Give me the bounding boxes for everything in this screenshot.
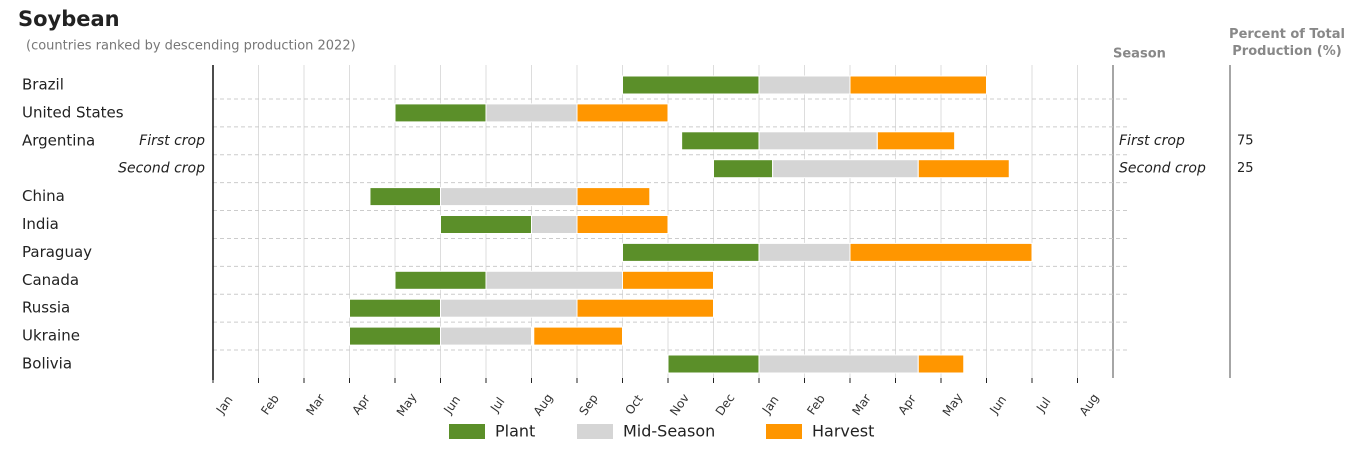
phase-bar xyxy=(622,242,760,262)
x-tick-label: Nov xyxy=(667,391,692,418)
phase-bar xyxy=(876,131,956,151)
phase-bar xyxy=(440,326,532,346)
phase-bar xyxy=(681,131,760,151)
phase-bar xyxy=(622,75,760,95)
phase-bar xyxy=(485,103,578,123)
phase-bar xyxy=(440,298,578,318)
phase-bar xyxy=(758,354,919,374)
phase-bar xyxy=(440,187,578,207)
chart-title: Soybean xyxy=(18,7,120,31)
percent-header: Percent of Total Production (%) xyxy=(1229,27,1345,59)
phase-bar xyxy=(576,215,669,234)
percent-cell: 75 xyxy=(1237,133,1254,148)
row-label: Canada xyxy=(22,271,79,289)
row-label: Paraguay xyxy=(22,243,92,261)
phase-bar xyxy=(485,270,623,290)
row-label: Russia xyxy=(22,299,70,317)
phase-bar xyxy=(849,75,987,95)
phase-bar xyxy=(772,159,919,179)
phase-bar xyxy=(917,354,965,374)
phase-bar xyxy=(849,242,1033,262)
x-tick-label: Aug xyxy=(531,391,556,418)
legend-swatch xyxy=(766,424,802,439)
phase-bar xyxy=(394,270,487,290)
phase-bar xyxy=(394,103,487,123)
row-label: Argentina xyxy=(22,131,95,149)
phase-bar xyxy=(576,103,669,123)
phase-bar xyxy=(369,187,442,207)
crop-label: Second crop xyxy=(118,161,205,177)
legend-swatch xyxy=(449,424,485,439)
x-tick-label: Jun xyxy=(440,393,463,417)
x-tick-label: Apr xyxy=(895,392,918,417)
legend-label: Harvest xyxy=(812,422,874,441)
legend-label: Mid-Season xyxy=(623,422,715,441)
x-tick-label: Jan xyxy=(213,393,236,417)
x-tick-label: Aug xyxy=(1077,391,1102,418)
x-tick-label: Mar xyxy=(849,391,873,418)
x-tick-label: Sep xyxy=(576,391,600,418)
x-tick-label: Mar xyxy=(303,391,327,418)
season-cell: Second crop xyxy=(1119,161,1206,177)
phase-bar xyxy=(758,75,851,95)
x-tick-label: Oct xyxy=(622,392,646,417)
x-tick-label: May xyxy=(940,391,966,419)
phase-bar xyxy=(667,354,760,374)
phase-bar xyxy=(349,298,441,318)
x-tick-label: May xyxy=(394,391,420,419)
x-tick-label: Jul xyxy=(487,395,507,416)
x-tick-label: Jan xyxy=(759,393,782,417)
legend-swatch xyxy=(577,424,613,439)
phase-bar xyxy=(758,131,878,151)
legend-label: Plant xyxy=(495,422,535,441)
row-label: Ukraine xyxy=(22,327,80,345)
phase-bar xyxy=(531,215,578,234)
row-label: China xyxy=(22,187,65,205)
season-header: Season xyxy=(1113,47,1166,62)
phase-bar xyxy=(349,326,441,346)
row-label: India xyxy=(22,215,59,233)
x-tick-label: Apr xyxy=(349,392,372,417)
x-tick-label: Jun xyxy=(986,393,1009,417)
phase-bar xyxy=(917,159,1010,179)
x-tick-label: Jul xyxy=(1033,395,1053,416)
phase-bar xyxy=(622,270,714,290)
phase-bar xyxy=(713,159,774,179)
phase-bar xyxy=(533,326,624,346)
row-label: Bolivia xyxy=(22,355,72,373)
x-tick-label: Feb xyxy=(804,392,828,417)
phase-bar xyxy=(576,187,651,207)
crop-label: First crop xyxy=(139,133,205,149)
x-tick-label: Dec xyxy=(713,391,738,418)
percent-cell: 25 xyxy=(1237,161,1254,176)
row-label: United States xyxy=(22,103,124,121)
x-tick-label: Feb xyxy=(258,392,282,417)
phase-bar xyxy=(758,242,851,262)
phase-bar xyxy=(440,215,532,234)
chart-subtitle: (countries ranked by descending producti… xyxy=(26,39,356,54)
row-label: Brazil xyxy=(22,76,64,94)
phase-bar xyxy=(576,298,714,318)
season-cell: First crop xyxy=(1119,133,1185,149)
